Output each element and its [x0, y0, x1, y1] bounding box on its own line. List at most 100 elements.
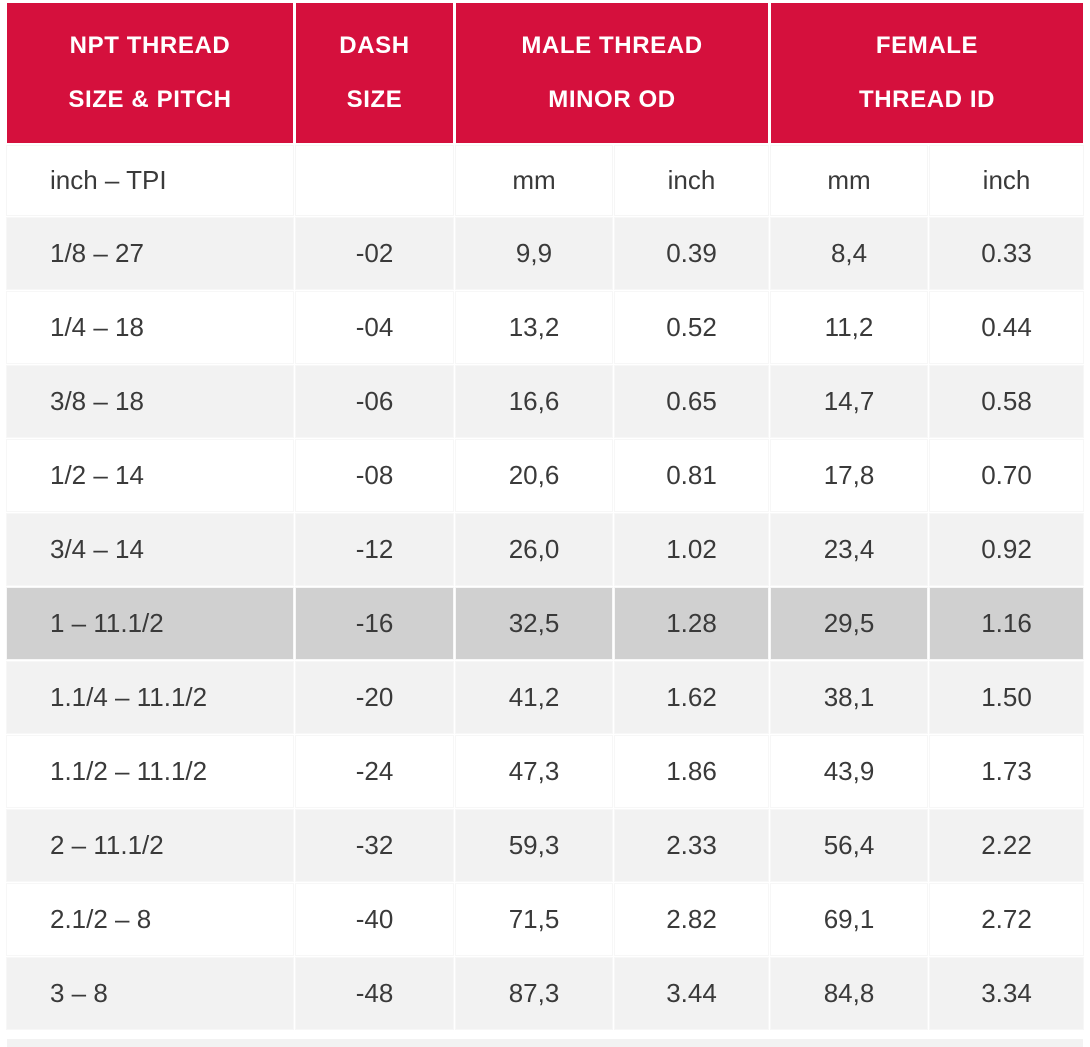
cell-female-inch: 1.16 — [930, 588, 1084, 659]
cell-male-inch: 2.33 — [615, 810, 769, 881]
unit-male-inch: inch — [615, 146, 769, 215]
cell-npt-size: 1 – 11.1/2 — [7, 588, 293, 659]
unit-inch-tpi: inch – TPI — [7, 146, 293, 215]
unit-female-mm: mm — [771, 146, 928, 215]
unit-male-mm: mm — [456, 146, 612, 215]
cell-female-mm: 23,4 — [771, 514, 928, 585]
cell-npt-size: 1/8 – 27 — [7, 218, 293, 289]
cell-male-inch: 1.28 — [615, 588, 769, 659]
cell-male-inch: 1.02 — [615, 514, 769, 585]
cell-male-inch: 0.39 — [615, 218, 769, 289]
cell-female-mm: 8,4 — [771, 218, 928, 289]
cell-dash-size: -48 — [296, 958, 453, 1029]
cell-male-mm: 26,0 — [456, 514, 612, 585]
units-row: inch – TPI mm inch mm inch — [7, 146, 1084, 215]
table-row: 3/4 – 14 -12 26,0 1.02 23,4 0.92 — [7, 514, 1084, 585]
table-body: 1/8 – 27 -02 9,9 0.39 8,4 0.33 1/4 – 18 … — [7, 218, 1084, 1029]
header-line: DASH — [339, 32, 410, 59]
header-line: SIZE & PITCH — [68, 86, 232, 113]
unit-female-inch: inch — [930, 146, 1084, 215]
cell-npt-size: 3/4 – 14 — [7, 514, 293, 585]
cell-female-inch: 1.50 — [930, 662, 1084, 733]
cell-dash-size: -02 — [296, 218, 453, 289]
cell-male-inch: 0.65 — [615, 366, 769, 437]
cell-dash-size: -40 — [296, 884, 453, 955]
cell-male-inch: 0.81 — [615, 440, 769, 511]
header-line: THREAD ID — [858, 86, 996, 113]
unit-empty — [296, 146, 453, 215]
table-row: 1.1/4 – 11.1/2 -20 41,2 1.62 38,1 1.50 — [7, 662, 1084, 733]
cell-male-mm: 47,3 — [456, 736, 612, 807]
cell-npt-size: 1/2 – 14 — [7, 440, 293, 511]
table-row: 2.1/2 – 8 -40 71,5 2.82 69,1 2.72 — [7, 884, 1084, 955]
cell-female-inch: 2.72 — [930, 884, 1084, 955]
cell-dash-size: -04 — [296, 292, 453, 363]
table-row-highlighted: 1 – 11.1/2 -16 32,5 1.28 29,5 1.16 — [7, 588, 1084, 659]
cell-male-mm: 59,3 — [456, 810, 612, 881]
cell-dash-size: -20 — [296, 662, 453, 733]
cell-dash-size: -32 — [296, 810, 453, 881]
cell-male-mm: 13,2 — [456, 292, 612, 363]
cell-female-inch: 0.70 — [930, 440, 1084, 511]
cell-female-inch: 0.33 — [930, 218, 1084, 289]
cell-npt-size: 1.1/4 – 11.1/2 — [7, 662, 293, 733]
group-header-row: NPT THREAD SIZE & PITCH DASH SIZE MALE T… — [7, 3, 1084, 143]
cell-female-mm: 11,2 — [771, 292, 928, 363]
table-row: 1/8 – 27 -02 9,9 0.39 8,4 0.33 — [7, 218, 1084, 289]
cell-npt-size: 2 – 11.1/2 — [7, 810, 293, 881]
cell-npt-size: 2.1/2 – 8 — [7, 884, 293, 955]
cell-female-inch: 0.44 — [930, 292, 1084, 363]
table-row: 1/4 – 18 -04 13,2 0.52 11,2 0.44 — [7, 292, 1084, 363]
cell-male-inch: 3.44 — [615, 958, 769, 1029]
cell-female-inch: 2.22 — [930, 810, 1084, 881]
cell-female-mm: 29,5 — [771, 588, 928, 659]
next-row-partial-strip — [7, 1039, 1083, 1047]
cell-female-inch: 1.73 — [930, 736, 1084, 807]
cell-npt-size: 1/4 – 18 — [7, 292, 293, 363]
cell-female-inch: 0.92 — [930, 514, 1084, 585]
cell-male-inch: 0.52 — [615, 292, 769, 363]
cell-npt-size: 1.1/2 – 11.1/2 — [7, 736, 293, 807]
header-male-thread-minor-od: MALE THREAD MINOR OD — [456, 3, 769, 143]
cell-female-mm: 56,4 — [771, 810, 928, 881]
table-row: 3/8 – 18 -06 16,6 0.65 14,7 0.58 — [7, 366, 1084, 437]
header-female-thread-id: FEMALE THREAD ID — [771, 3, 1084, 143]
npt-dash-size-table: NPT THREAD SIZE & PITCH DASH SIZE MALE T… — [4, 0, 1086, 1032]
header-line: SIZE — [346, 86, 403, 113]
cell-male-mm: 87,3 — [456, 958, 612, 1029]
cell-female-mm: 69,1 — [771, 884, 928, 955]
cell-male-mm: 32,5 — [456, 588, 612, 659]
table-row: 1/2 – 14 -08 20,6 0.81 17,8 0.70 — [7, 440, 1084, 511]
table-row: 2 – 11.1/2 -32 59,3 2.33 56,4 2.22 — [7, 810, 1084, 881]
cell-male-inch: 1.62 — [615, 662, 769, 733]
cell-male-mm: 41,2 — [456, 662, 612, 733]
cell-male-mm: 9,9 — [456, 218, 612, 289]
cell-male-inch: 1.86 — [615, 736, 769, 807]
cell-female-mm: 14,7 — [771, 366, 928, 437]
cell-male-inch: 2.82 — [615, 884, 769, 955]
cell-npt-size: 3/8 – 18 — [7, 366, 293, 437]
cell-male-mm: 20,6 — [456, 440, 612, 511]
cell-female-inch: 0.58 — [930, 366, 1084, 437]
header-dash-size: DASH SIZE — [296, 3, 453, 143]
cell-female-mm: 17,8 — [771, 440, 928, 511]
cell-female-mm: 38,1 — [771, 662, 928, 733]
header-line: MALE THREAD — [521, 32, 703, 59]
cell-npt-size: 3 – 8 — [7, 958, 293, 1029]
table-row: 3 – 8 -48 87,3 3.44 84,8 3.34 — [7, 958, 1084, 1029]
cell-male-mm: 71,5 — [456, 884, 612, 955]
cell-dash-size: -06 — [296, 366, 453, 437]
table-row: 1.1/2 – 11.1/2 -24 47,3 1.86 43,9 1.73 — [7, 736, 1084, 807]
header-line: NPT THREAD — [69, 32, 231, 59]
header-line: MINOR OD — [548, 86, 676, 113]
cell-female-mm: 84,8 — [771, 958, 928, 1029]
cell-female-inch: 3.34 — [930, 958, 1084, 1029]
cell-dash-size: -24 — [296, 736, 453, 807]
cell-dash-size: -12 — [296, 514, 453, 585]
header-line: FEMALE — [875, 32, 979, 59]
header-npt-thread-size-pitch: NPT THREAD SIZE & PITCH — [7, 3, 293, 143]
cell-male-mm: 16,6 — [456, 366, 612, 437]
cell-dash-size: -08 — [296, 440, 453, 511]
cell-female-mm: 43,9 — [771, 736, 928, 807]
